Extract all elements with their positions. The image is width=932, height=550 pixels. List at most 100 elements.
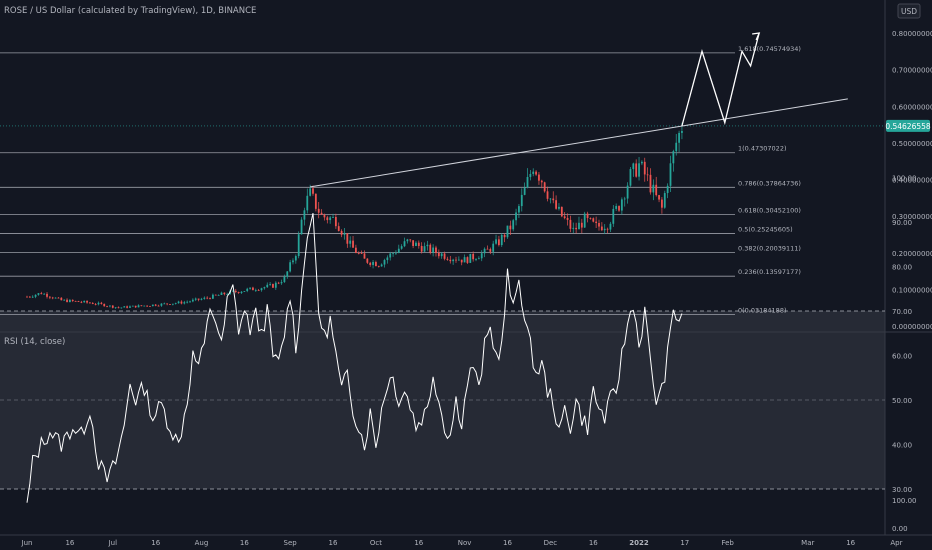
candle-body bbox=[540, 180, 543, 183]
candle-body bbox=[146, 305, 149, 307]
price-axis-tick: 0.10000000 bbox=[892, 286, 932, 294]
candle-body bbox=[480, 253, 483, 259]
candle-body bbox=[360, 253, 363, 254]
time-axis-tick: 16 bbox=[503, 539, 512, 547]
candle-body bbox=[609, 223, 612, 230]
candle-body bbox=[246, 288, 249, 292]
fib-level-label: 0(0.03184188) bbox=[738, 306, 787, 314]
time-axis-tick: 16 bbox=[65, 539, 74, 547]
candle-body bbox=[377, 266, 380, 267]
candle-body bbox=[252, 287, 254, 291]
candle-body bbox=[363, 253, 366, 259]
candle-body bbox=[214, 294, 217, 296]
candle-body bbox=[260, 288, 263, 291]
candle-body bbox=[292, 260, 294, 263]
candle-body bbox=[26, 296, 28, 298]
candle-body bbox=[312, 188, 314, 194]
candle-body bbox=[77, 301, 80, 302]
candle-body bbox=[249, 287, 251, 289]
candle-body bbox=[529, 173, 532, 177]
projection-arrowhead bbox=[752, 32, 761, 41]
rsi-axis-tick: 70.00 bbox=[892, 308, 912, 316]
candle-body bbox=[535, 171, 537, 175]
candle-body bbox=[343, 233, 346, 235]
candle-body bbox=[569, 219, 572, 229]
candle-body bbox=[618, 206, 620, 211]
candle-body bbox=[131, 305, 134, 307]
candle-body bbox=[598, 223, 600, 227]
candle-body bbox=[51, 297, 54, 299]
candle-body bbox=[403, 241, 406, 247]
candle-body bbox=[223, 292, 226, 295]
candle-body bbox=[212, 294, 214, 299]
price-badge: 0.54626558 bbox=[885, 119, 931, 132]
candle-body bbox=[520, 194, 523, 207]
time-axis-tick: Jul bbox=[108, 539, 118, 547]
candle-body bbox=[498, 239, 500, 246]
candle-body bbox=[460, 259, 463, 263]
fib-level-label: 1(0.47307022) bbox=[738, 145, 787, 153]
candle-body bbox=[234, 290, 237, 293]
candle-body bbox=[580, 222, 583, 228]
candle-body bbox=[320, 212, 323, 215]
candle-body bbox=[681, 131, 683, 133]
candle-body bbox=[606, 228, 609, 230]
candle-body bbox=[106, 306, 108, 308]
candle-body bbox=[435, 247, 437, 253]
candle-body bbox=[203, 297, 206, 299]
candle-body bbox=[154, 304, 157, 306]
candle-body bbox=[672, 151, 675, 164]
candle-body bbox=[280, 282, 283, 284]
candle-body bbox=[86, 300, 88, 303]
time-axis-tick: Mar bbox=[801, 539, 814, 547]
rsi-band-layer bbox=[0, 310, 885, 490]
price-axis-tick: 0.20000000 bbox=[892, 250, 932, 258]
candle-body bbox=[274, 282, 277, 288]
time-axis-tick: Dec bbox=[544, 539, 558, 547]
candle-body bbox=[632, 163, 635, 170]
time-axis-tick: 16 bbox=[846, 539, 855, 547]
rsi-line bbox=[26, 212, 683, 503]
candle-body bbox=[329, 217, 332, 221]
candle-body bbox=[240, 291, 243, 293]
candle-body bbox=[129, 306, 131, 308]
candle-body bbox=[655, 184, 658, 196]
candle-body bbox=[352, 240, 354, 248]
rsi-axis-tick: 80.00 bbox=[892, 264, 912, 272]
candle-body bbox=[572, 227, 575, 229]
candle-body bbox=[137, 305, 140, 308]
candle-body bbox=[272, 284, 274, 288]
candle-body bbox=[180, 301, 183, 304]
candle-body bbox=[169, 304, 171, 305]
rsi-line-layer bbox=[26, 212, 683, 503]
candle-body bbox=[523, 187, 526, 195]
candle-body bbox=[472, 253, 475, 260]
candle-body bbox=[134, 305, 137, 308]
trendline-layer bbox=[310, 32, 848, 188]
candle-body bbox=[518, 206, 520, 213]
price-axis-tick: 0.40000000 bbox=[892, 177, 932, 185]
currency-button[interactable]: USD bbox=[897, 3, 921, 19]
rsi-axis-tick: 50.00 bbox=[892, 397, 912, 405]
candle-body bbox=[658, 195, 660, 200]
candle-body bbox=[503, 234, 506, 238]
candle-body bbox=[592, 218, 595, 222]
time-axis-tick: 16 bbox=[329, 539, 338, 547]
candle-body bbox=[558, 206, 560, 209]
candle-body bbox=[340, 230, 343, 235]
candle-body bbox=[515, 212, 517, 221]
rsi-axis-tick: 40.00 bbox=[892, 442, 912, 450]
time-axis-tick: 16 bbox=[589, 539, 598, 547]
candle-body bbox=[109, 305, 111, 307]
candle-body bbox=[635, 163, 638, 177]
candle-body bbox=[432, 247, 435, 253]
candle-body bbox=[194, 298, 197, 300]
candle-body bbox=[160, 303, 163, 306]
candle-body bbox=[546, 191, 549, 199]
candle-body bbox=[257, 290, 260, 291]
candle-body bbox=[314, 193, 317, 209]
fib-level-label: 1.618(0.74574934) bbox=[738, 45, 801, 53]
candle-body bbox=[409, 239, 412, 241]
